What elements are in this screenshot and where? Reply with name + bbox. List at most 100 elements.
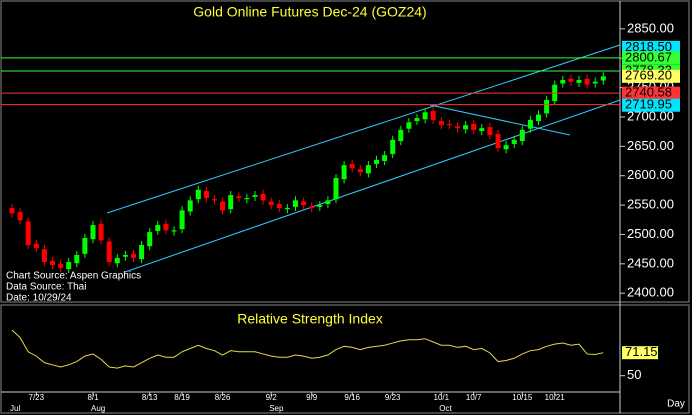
candle-body [106, 241, 112, 263]
candle-body [50, 260, 55, 265]
candle-body [357, 169, 363, 173]
candle-body [406, 122, 412, 129]
candle-body [171, 230, 177, 232]
candle-body [139, 245, 145, 260]
candle-body [74, 255, 80, 264]
candle-body [244, 198, 250, 200]
candle-body [66, 262, 72, 270]
candle-body [179, 210, 185, 230]
level-label: 2719.95 [625, 97, 672, 112]
rsi-panel-frame [0, 304, 690, 414]
candle-body [495, 133, 501, 149]
candle-body [58, 263, 64, 268]
x-tick-label: 10/21 [545, 393, 566, 402]
rsi-value-label: 71.15 [625, 344, 658, 359]
level-label: 2818.50 [625, 39, 672, 54]
candle-body [203, 190, 209, 199]
candle-body [41, 249, 47, 263]
candle-body [382, 155, 388, 162]
candle-body [98, 223, 104, 241]
candle-body [422, 112, 428, 120]
candle-body [446, 124, 452, 126]
candle-body [536, 114, 541, 122]
candle-body [220, 201, 226, 211]
candle-body [122, 255, 128, 257]
candle-body [430, 111, 436, 120]
y-tick-label: 2650.00 [627, 138, 674, 153]
y-tick-label: 2850.00 [627, 20, 674, 35]
candle-body [576, 79, 582, 83]
candle-body [487, 126, 493, 136]
level-box [622, 69, 680, 83]
candle-body [252, 195, 258, 197]
candle-body [349, 163, 355, 169]
y-tick-label: 2450.00 [627, 255, 674, 270]
candle-body [260, 193, 266, 201]
candle-body [9, 208, 15, 214]
x-tick-label: 10/7 [466, 393, 482, 402]
annotation: Data Source: Thai [6, 282, 86, 293]
candle-body [341, 165, 347, 180]
rsi-line [11, 329, 604, 369]
candle-body [301, 201, 307, 206]
candle-body [390, 139, 396, 154]
month-label: Sep [269, 404, 284, 413]
trend-line [429, 104, 571, 136]
x-tick-label: 10/15 [512, 393, 533, 402]
x-axis-label: Day [667, 399, 685, 410]
rsi-title: Relative Strength Index [237, 311, 383, 327]
candle-body [592, 81, 598, 84]
candle-body [284, 208, 290, 210]
level-label: 2740.58 [625, 85, 672, 100]
y-tick-label: 2600.00 [627, 167, 674, 182]
annotation: Date: 10/29/24 [6, 293, 72, 304]
x-tick-label: 8/1 [87, 393, 99, 402]
candle-body [325, 200, 331, 204]
candle-body [155, 225, 161, 231]
candle-body [268, 201, 274, 206]
candle-body [131, 253, 136, 258]
x-tick-label: 8/19 [174, 393, 190, 402]
candle-body [228, 195, 234, 210]
candle-body [463, 125, 469, 130]
candle-body [365, 165, 371, 174]
x-tick-label: 10/1 [434, 393, 450, 402]
candle-body [309, 206, 315, 209]
candle-body [479, 128, 485, 132]
x-tick-label: 7/23 [29, 393, 45, 402]
y-tick-label: 2700.00 [627, 108, 674, 123]
level-label: 2769.20 [625, 68, 672, 83]
candle-body [511, 139, 517, 144]
candle-body [114, 257, 120, 264]
level-label: 2800.67 [625, 49, 672, 64]
candle-body [82, 237, 88, 254]
level-box [622, 98, 680, 112]
candle-body [187, 200, 193, 212]
month-label: Aug [91, 404, 105, 413]
channel-lower [124, 99, 621, 273]
y-tick-label: 2400.00 [627, 285, 674, 300]
y-tick-label: 2550.00 [627, 197, 674, 212]
candle-body [600, 76, 606, 81]
candle-body [438, 121, 444, 126]
y-tick-label: 2500.00 [627, 226, 674, 241]
x-tick-label: 9/16 [344, 393, 360, 402]
x-tick-label: 8/13 [142, 393, 158, 402]
rsi-value-box [622, 346, 658, 360]
chart-title: Gold Online Futures Dec-24 (GOZ24) [193, 4, 426, 20]
candle-body [195, 189, 201, 200]
level-box [622, 40, 680, 54]
candle-body [293, 200, 298, 207]
candle-body [584, 78, 590, 85]
candle-body [519, 129, 525, 142]
candle-body [560, 79, 566, 84]
level-box [622, 51, 680, 65]
candle-body [276, 203, 282, 209]
candle-body [471, 124, 477, 130]
candle-body [90, 225, 96, 240]
price-panel-frame [0, 0, 690, 303]
candle-body [212, 199, 217, 201]
candle-body [25, 221, 31, 246]
